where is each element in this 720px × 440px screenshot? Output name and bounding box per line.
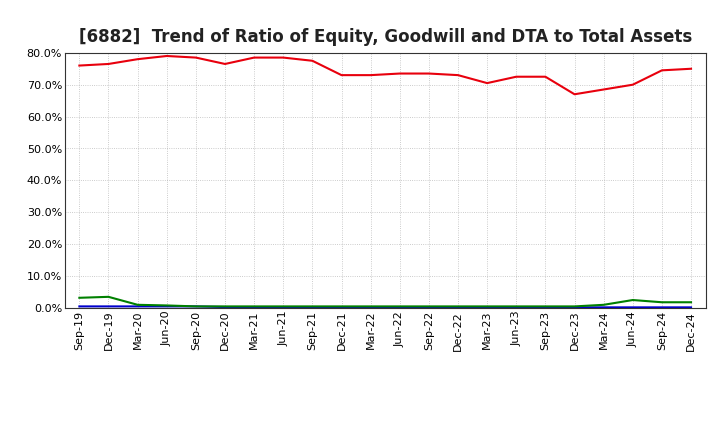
Goodwill	[163, 304, 171, 309]
Deferred Tax Assets	[570, 304, 579, 309]
Equity	[454, 73, 462, 78]
Deferred Tax Assets	[512, 304, 521, 309]
Deferred Tax Assets	[163, 303, 171, 308]
Equity	[75, 63, 84, 68]
Goodwill	[220, 304, 229, 310]
Equity	[483, 81, 492, 86]
Goodwill	[366, 305, 375, 310]
Deferred Tax Assets	[425, 304, 433, 309]
Goodwill	[629, 305, 637, 310]
Title: [6882]  Trend of Ratio of Equity, Goodwill and DTA to Total Assets: [6882] Trend of Ratio of Equity, Goodwil…	[78, 28, 692, 46]
Goodwill	[395, 305, 404, 310]
Equity	[220, 61, 229, 66]
Goodwill	[657, 305, 666, 310]
Goodwill	[75, 304, 84, 309]
Goodwill	[104, 304, 113, 309]
Equity	[133, 56, 142, 62]
Equity	[512, 74, 521, 79]
Goodwill	[192, 304, 200, 309]
Deferred Tax Assets	[192, 304, 200, 309]
Deferred Tax Assets	[279, 304, 287, 309]
Deferred Tax Assets	[308, 304, 317, 309]
Deferred Tax Assets	[687, 300, 696, 305]
Equity	[250, 55, 258, 60]
Goodwill	[483, 305, 492, 310]
Deferred Tax Assets	[657, 300, 666, 305]
Goodwill	[133, 304, 142, 309]
Deferred Tax Assets	[395, 304, 404, 309]
Goodwill	[308, 305, 317, 310]
Equity	[629, 82, 637, 87]
Goodwill	[570, 305, 579, 310]
Goodwill	[337, 305, 346, 310]
Deferred Tax Assets	[454, 304, 462, 309]
Equity	[541, 74, 550, 79]
Deferred Tax Assets	[541, 304, 550, 309]
Equity	[570, 92, 579, 97]
Equity	[308, 58, 317, 63]
Goodwill	[599, 305, 608, 310]
Deferred Tax Assets	[599, 302, 608, 308]
Deferred Tax Assets	[337, 304, 346, 309]
Goodwill	[279, 305, 287, 310]
Goodwill	[687, 305, 696, 310]
Deferred Tax Assets	[629, 297, 637, 303]
Goodwill	[512, 305, 521, 310]
Equity	[425, 71, 433, 76]
Equity	[279, 55, 287, 60]
Line: Equity: Equity	[79, 56, 691, 94]
Equity	[163, 53, 171, 59]
Goodwill	[250, 305, 258, 310]
Deferred Tax Assets	[133, 302, 142, 308]
Equity	[657, 68, 666, 73]
Equity	[366, 73, 375, 78]
Equity	[599, 87, 608, 92]
Line: Goodwill: Goodwill	[79, 306, 691, 308]
Line: Deferred Tax Assets: Deferred Tax Assets	[79, 297, 691, 306]
Equity	[104, 61, 113, 66]
Equity	[337, 73, 346, 78]
Equity	[192, 55, 200, 60]
Equity	[687, 66, 696, 71]
Deferred Tax Assets	[104, 294, 113, 300]
Deferred Tax Assets	[483, 304, 492, 309]
Deferred Tax Assets	[366, 304, 375, 309]
Equity	[395, 71, 404, 76]
Goodwill	[454, 305, 462, 310]
Deferred Tax Assets	[250, 304, 258, 309]
Goodwill	[425, 305, 433, 310]
Goodwill	[541, 305, 550, 310]
Deferred Tax Assets	[220, 304, 229, 309]
Deferred Tax Assets	[75, 295, 84, 301]
